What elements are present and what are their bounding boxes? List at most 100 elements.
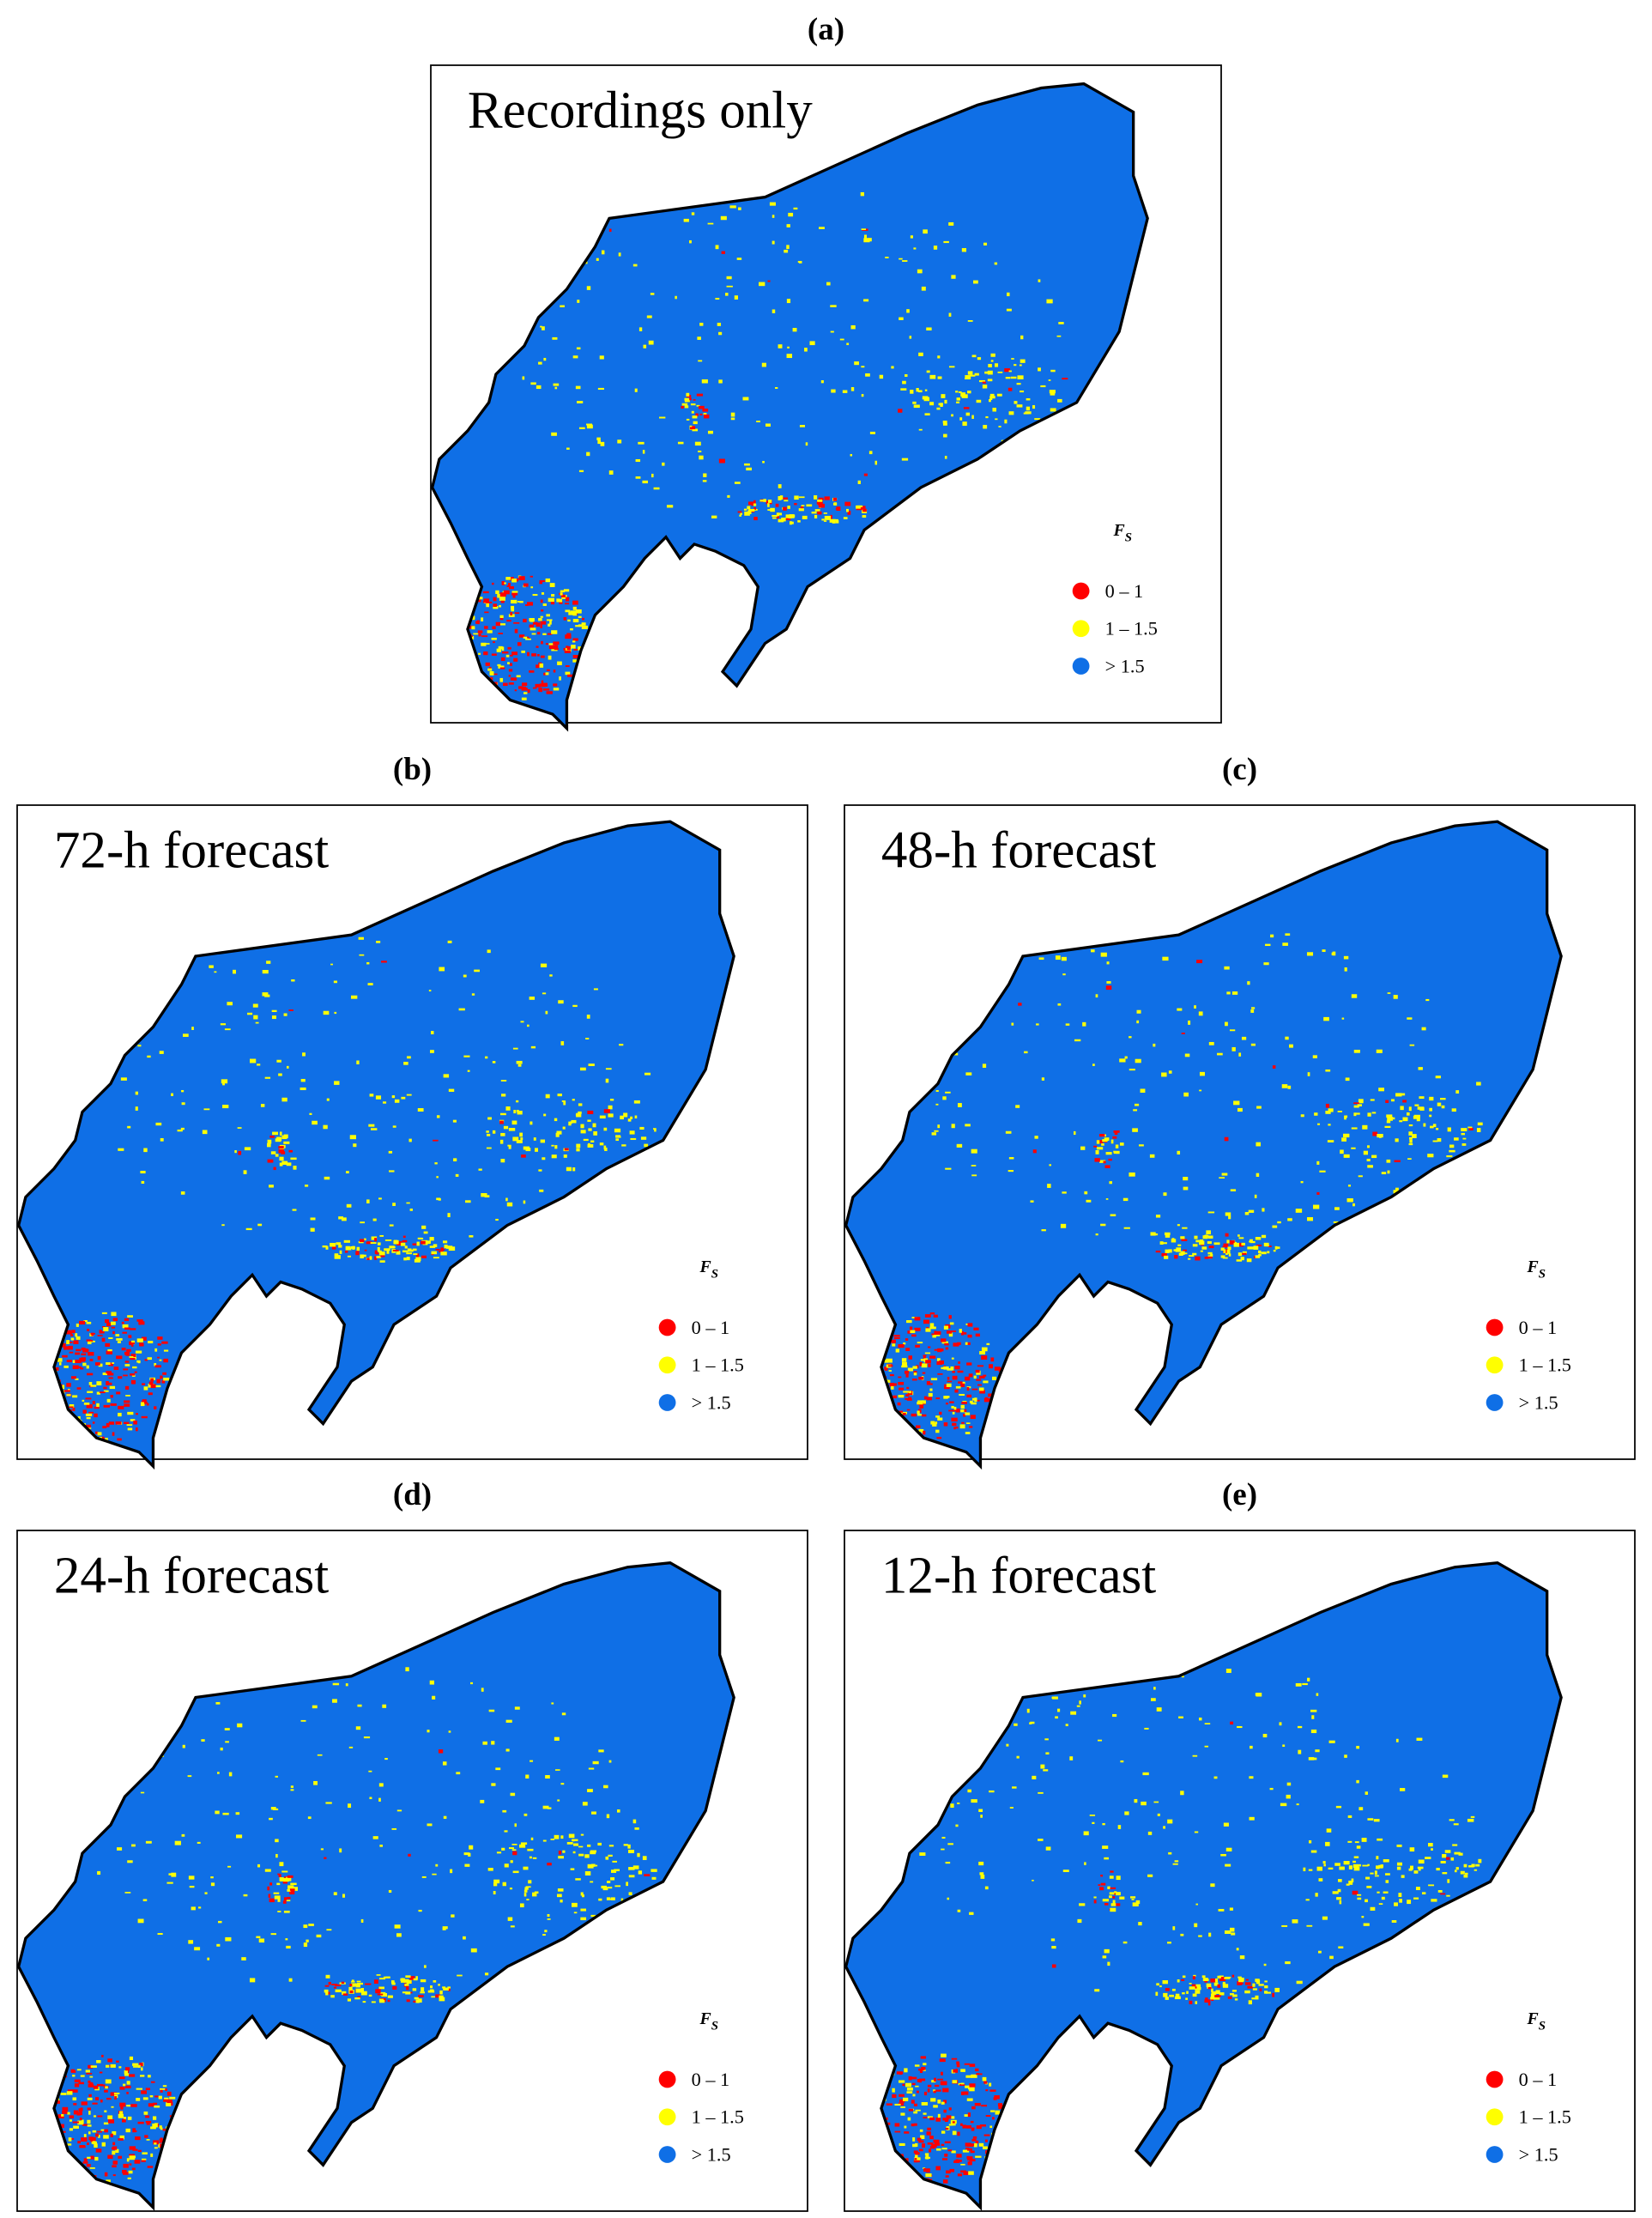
cell (718, 331, 723, 336)
cell (420, 1991, 425, 1994)
cell (1225, 1863, 1231, 1867)
cell (1387, 1170, 1390, 1174)
cell (632, 1819, 637, 1824)
cell (113, 1367, 119, 1370)
cell (1012, 1786, 1017, 1789)
cell (904, 2068, 908, 2073)
cell (1194, 1923, 1198, 1928)
cell (572, 611, 578, 616)
cell (418, 1909, 422, 1912)
cell (605, 1078, 609, 1083)
cell (762, 460, 765, 464)
cell (944, 2153, 948, 2157)
cell (821, 518, 825, 521)
cell (568, 611, 575, 615)
cell (493, 603, 498, 608)
cell (1073, 1130, 1076, 1136)
cell (339, 1250, 342, 1254)
cell (951, 275, 956, 279)
cell (152, 2123, 158, 2128)
cell (358, 936, 364, 940)
cell (1367, 1818, 1374, 1821)
cell (989, 399, 991, 403)
cell (942, 421, 947, 424)
cell (1250, 1240, 1256, 1244)
cell (187, 1775, 192, 1778)
legend-swatch (1486, 2108, 1504, 2126)
cell (730, 412, 735, 417)
cell (572, 1839, 578, 1841)
cell (1357, 1104, 1362, 1107)
cell (566, 1167, 572, 1172)
cell (597, 439, 601, 445)
cell (1340, 1149, 1344, 1154)
cell (439, 1251, 444, 1252)
cell (124, 1360, 130, 1363)
cell (500, 1132, 505, 1136)
cell (152, 2116, 157, 2120)
cell (1100, 1875, 1104, 1877)
cell (145, 2115, 150, 2118)
cell (1325, 1111, 1331, 1114)
cell (414, 1258, 421, 1263)
cell (163, 1377, 170, 1381)
cell (801, 505, 805, 506)
cell (1050, 408, 1056, 412)
cell (166, 1882, 173, 1884)
cell (1192, 1993, 1197, 1997)
cell (787, 506, 790, 509)
cell (124, 1892, 131, 1894)
cell (654, 1128, 657, 1132)
cell (1461, 1143, 1467, 1146)
cell (1046, 299, 1053, 304)
cell (101, 1337, 106, 1342)
cell (924, 2156, 930, 2159)
cell (1437, 1137, 1442, 1142)
cell (588, 1064, 595, 1066)
cell (967, 2161, 972, 2166)
cell (1069, 1756, 1074, 1760)
cell (512, 593, 516, 598)
cell (87, 1373, 94, 1376)
cell (1180, 1791, 1184, 1796)
cell (608, 1113, 614, 1118)
cell (132, 1366, 137, 1369)
cell (861, 228, 867, 230)
cell (814, 495, 818, 500)
cell (537, 632, 541, 635)
cell (605, 1068, 612, 1070)
cell (753, 517, 758, 521)
cell (785, 514, 791, 518)
cell (1156, 1983, 1159, 1986)
cell (1390, 1099, 1395, 1102)
cell (970, 2120, 974, 2124)
cell (1102, 1955, 1107, 1959)
cell (1130, 1896, 1136, 1899)
cell (1367, 1112, 1371, 1117)
cell (1230, 1993, 1234, 1996)
cell (965, 1072, 972, 1076)
cell (115, 2148, 119, 2154)
cell (511, 592, 518, 596)
cell (943, 1386, 950, 1390)
cell (615, 1136, 621, 1138)
cell (703, 413, 707, 415)
cell (1455, 1090, 1460, 1094)
cell (67, 2112, 70, 2115)
cell (1008, 387, 1013, 391)
cell (941, 2130, 946, 2134)
cell (577, 300, 580, 303)
cell (102, 1373, 108, 1375)
cell (1048, 379, 1051, 381)
cell (126, 2092, 129, 2094)
cell (1318, 1878, 1323, 1882)
cell (1367, 1863, 1370, 1866)
cell (133, 1420, 137, 1425)
cell (181, 1102, 185, 1106)
cell (435, 1249, 440, 1251)
cell (1376, 1049, 1383, 1053)
cell (508, 669, 513, 672)
cell (1104, 1165, 1110, 1168)
cell (377, 1242, 381, 1245)
cell (522, 682, 528, 687)
